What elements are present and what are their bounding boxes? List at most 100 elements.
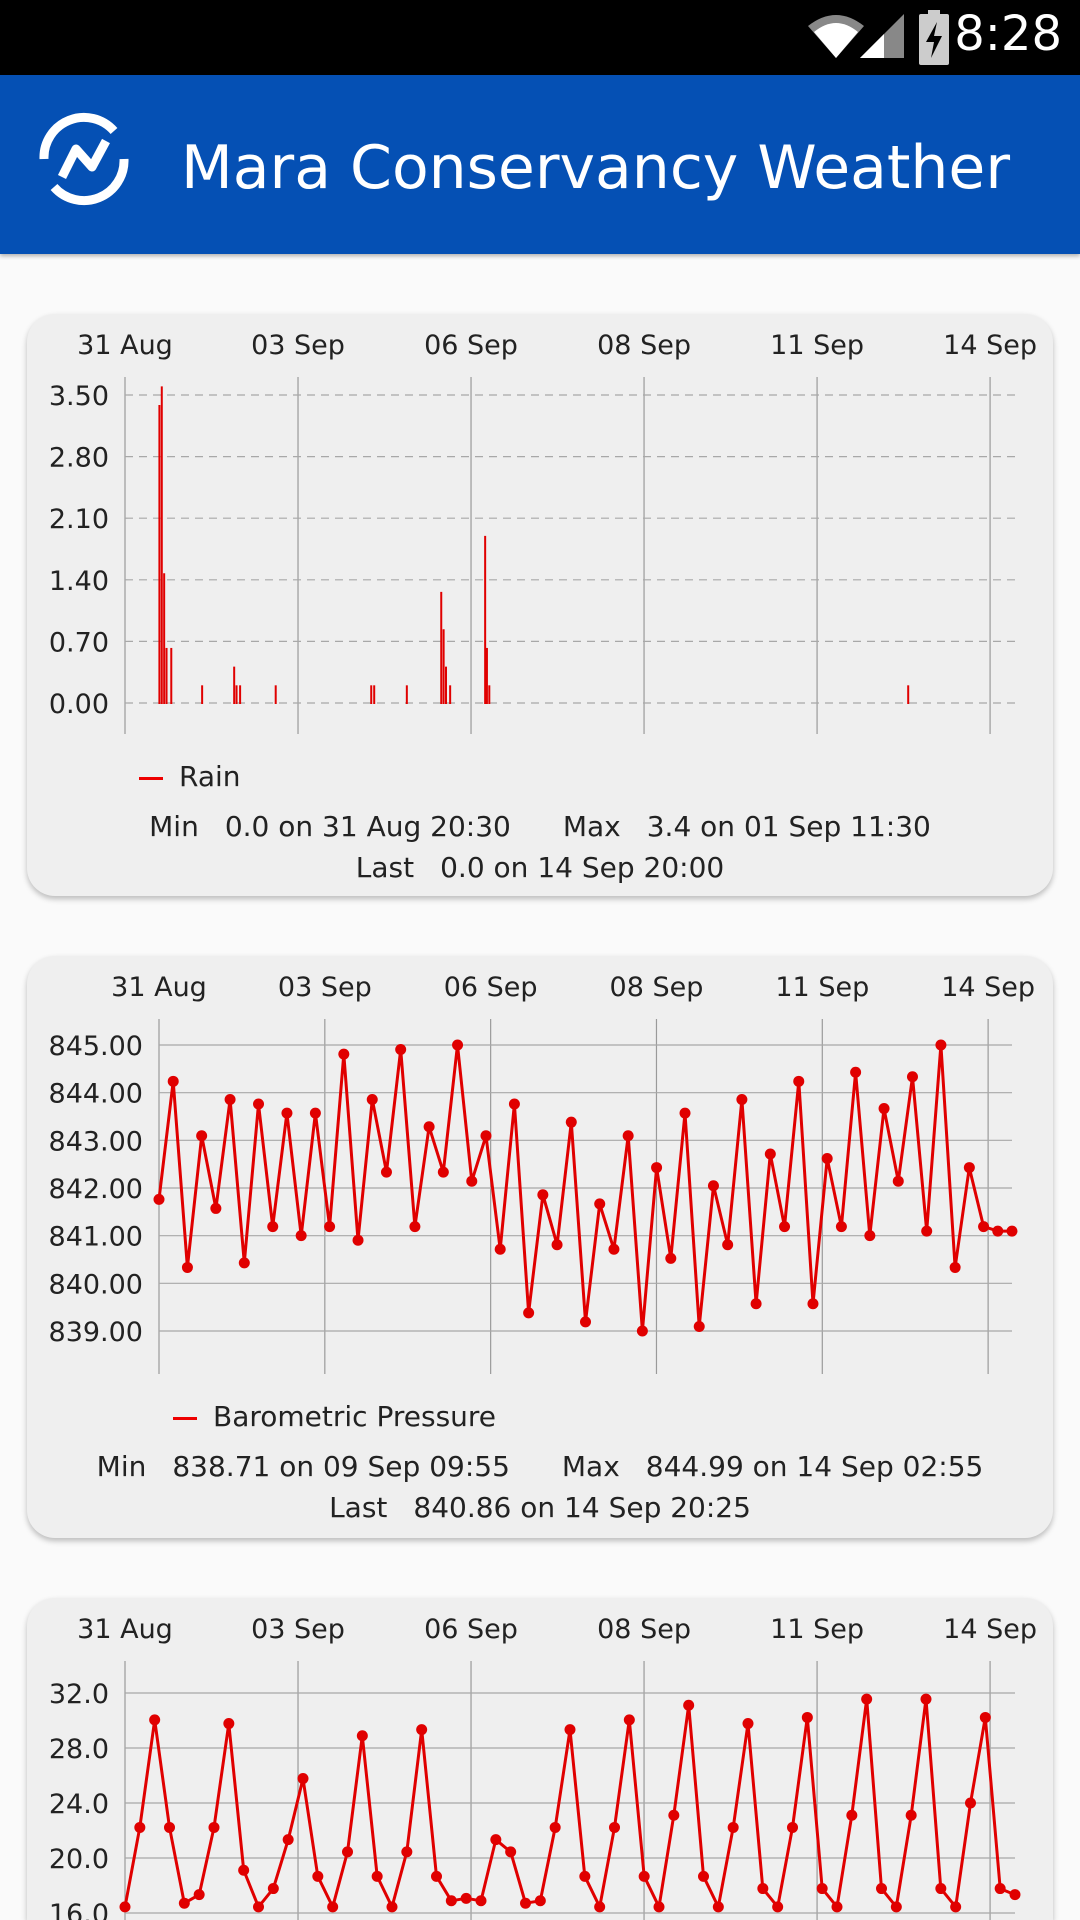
- x-tick-label: 11 Sep: [770, 330, 864, 361]
- min-label: Min: [149, 810, 199, 843]
- cell-signal-icon: [860, 14, 904, 58]
- temperature-chart: 31 Aug 03 Sep 06 Sep 08 Sep 11 Sep 14 Sep 32.0…: [49, 1614, 1037, 1920]
- data-point: [1009, 1889, 1021, 1901]
- data-point: [876, 1883, 887, 1895]
- wifi-icon: [808, 15, 864, 58]
- data-point: [892, 1175, 904, 1187]
- max-label: Max: [562, 810, 621, 843]
- data-point: [297, 1773, 309, 1785]
- y-tick-label: 840.00: [49, 1269, 143, 1300]
- data-point: [935, 1039, 947, 1051]
- clock: 8:28: [954, 6, 1062, 62]
- x-tick-label: 31 Aug: [77, 330, 173, 361]
- data-point: [920, 1693, 932, 1705]
- y-tick-label: 845.00: [49, 1031, 143, 1062]
- x-tick-label: 14 Sep: [943, 330, 1037, 361]
- x-tick-label: 06 Sep: [424, 330, 518, 361]
- data-point: [994, 1883, 1006, 1895]
- data-point: [295, 1230, 307, 1242]
- data-point: [807, 1298, 819, 1310]
- data-point: [683, 1699, 695, 1711]
- data-point: [119, 1901, 131, 1913]
- data-point: [153, 1193, 165, 1205]
- data-point: [636, 1325, 648, 1337]
- data-point: [537, 1189, 549, 1201]
- data-point: [609, 1821, 620, 1833]
- y-tick-label: 1.40: [49, 566, 109, 597]
- data-point: [423, 1121, 435, 1133]
- data-point: [466, 1175, 478, 1187]
- data-point: [445, 1895, 457, 1907]
- x-tick-label: 31 Aug: [111, 972, 207, 1003]
- data-point: [480, 1130, 492, 1142]
- data-point: [622, 1130, 634, 1142]
- data-point: [579, 1870, 591, 1882]
- data-point: [594, 1901, 606, 1913]
- x-tick-label: 03 Sep: [251, 330, 345, 361]
- data-point: [386, 1901, 398, 1913]
- data-point: [992, 1225, 1004, 1237]
- last-label: Last: [355, 851, 415, 884]
- pressure-chart: 31 Aug 03 Sep 06 Sep 08 Sep 11 Sep 14 Sep 845.…: [49, 972, 1035, 1374]
- x-tick-label: 14 Sep: [941, 972, 1035, 1003]
- data-point: [149, 1714, 161, 1726]
- data-point: [965, 1797, 976, 1809]
- data-point: [816, 1883, 828, 1895]
- data-point: [134, 1821, 146, 1833]
- y-tick-label: 0.70: [49, 627, 109, 658]
- data-point: [395, 1044, 407, 1056]
- data-point: [861, 1693, 873, 1705]
- x-tick-label: 03 Sep: [251, 1614, 345, 1645]
- x-tick-label: 11 Sep: [770, 1614, 864, 1645]
- data-point: [693, 1320, 705, 1332]
- data-point: [787, 1821, 798, 1833]
- data-point: [409, 1221, 421, 1233]
- pressure-stats: Min 838.71 on 09 Sep 09:55 Max 844.99 on 14…: [27, 1446, 1053, 1528]
- pressure-chart-card: 31 Aug 03 Sep 06 Sep 08 Sep 11 Sep 14 Sep 845.…: [27, 956, 1053, 1538]
- y-tick-label: 32.0: [49, 1679, 109, 1710]
- data-point: [1006, 1225, 1018, 1237]
- data-point: [698, 1870, 709, 1882]
- data-point: [978, 1221, 990, 1233]
- data-point: [534, 1895, 546, 1907]
- app-bar: Mara Conservancy Weather: [0, 75, 1080, 254]
- data-point: [327, 1901, 339, 1913]
- app-logo-icon: [39, 112, 129, 206]
- data-point: [324, 1221, 336, 1233]
- data-point: [772, 1901, 784, 1913]
- data-point: [608, 1243, 620, 1255]
- data-point: [508, 1098, 520, 1110]
- data-point: [651, 1162, 663, 1174]
- max-label: Max: [561, 1450, 620, 1483]
- x-tick-label: 06 Sep: [424, 1614, 518, 1645]
- data-point: [401, 1846, 413, 1858]
- data-point: [722, 1239, 734, 1251]
- data-point: [736, 1093, 748, 1105]
- data-point: [282, 1834, 294, 1846]
- data-point: [890, 1901, 902, 1913]
- data-point: [835, 1221, 847, 1233]
- data-point: [164, 1821, 175, 1833]
- data-point: [267, 1221, 279, 1233]
- data-point: [431, 1870, 442, 1882]
- x-tick-label: 06 Sep: [444, 972, 538, 1003]
- data-point: [665, 1252, 677, 1264]
- data-point: [653, 1901, 665, 1913]
- data-point: [921, 1225, 933, 1237]
- data-point: [712, 1901, 724, 1913]
- data-point: [523, 1307, 535, 1319]
- data-point: [253, 1901, 264, 1913]
- data-point: [831, 1901, 843, 1913]
- y-tick-label: 844.00: [49, 1079, 143, 1110]
- y-tick-label: 20.0: [49, 1844, 109, 1875]
- x-tick-label: 14 Sep: [943, 1614, 1037, 1645]
- legend-swatch: [139, 776, 163, 780]
- data-point: [208, 1821, 220, 1833]
- data-point: [267, 1883, 279, 1895]
- last-label: Last: [329, 1491, 388, 1524]
- data-point: [979, 1711, 991, 1723]
- data-point: [494, 1243, 506, 1255]
- rain-stats: Min 0.0 on 31 Aug 20:30 Max 3.4 on 01 Sep 1…: [27, 806, 1053, 888]
- data-point: [475, 1895, 487, 1907]
- temperature-chart-card: 31 Aug 03 Sep 06 Sep 08 Sep 11 Sep 14 Sep 32.0…: [27, 1598, 1053, 1920]
